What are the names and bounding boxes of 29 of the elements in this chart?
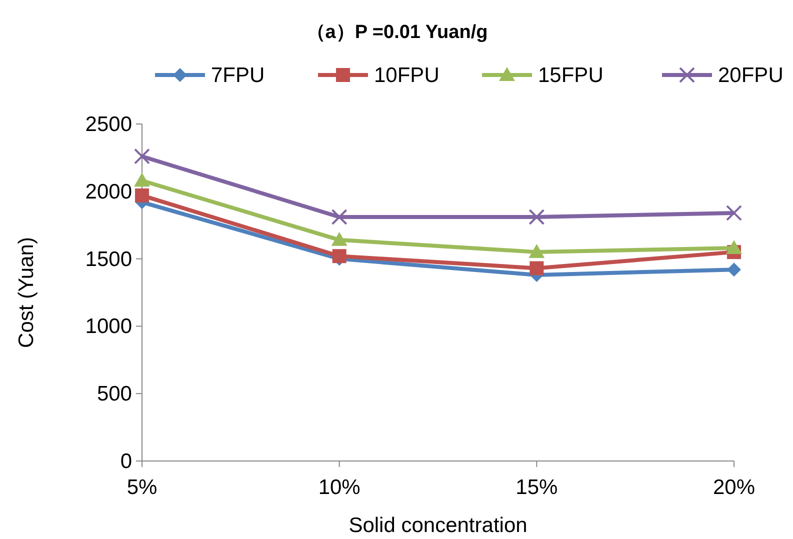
point	[332, 249, 346, 264]
x-tick-label: 10%	[318, 476, 360, 499]
point	[134, 172, 150, 187]
y-tick-label: 500	[96, 382, 132, 406]
point	[528, 244, 545, 258]
point	[135, 188, 149, 202]
point	[726, 240, 742, 254]
y-tick-label: 1500	[85, 248, 132, 271]
legend-label: 20FPU	[718, 64, 784, 87]
point	[726, 204, 742, 221]
point	[331, 209, 348, 226]
y-tick-label: 2000	[85, 180, 132, 204]
point	[331, 232, 348, 246]
y-tick-label: 1000	[85, 315, 132, 338]
y-tick-label: 0	[120, 450, 132, 473]
point	[530, 261, 544, 276]
point	[727, 262, 741, 277]
x-tick-label: 5%	[126, 476, 158, 499]
legend-label: 7FPU	[211, 64, 265, 87]
x-tick-label: 15%	[516, 476, 558, 499]
legend-label: 10FPU	[374, 64, 440, 87]
y-tick-label: 2500	[85, 113, 132, 136]
x-axis-title: Solid concentration	[348, 514, 528, 537]
legend-label: 15FPU	[538, 64, 604, 87]
x-tick-label: 20%	[712, 476, 756, 499]
y-axis-title: Cost (Yuan)	[15, 237, 38, 348]
point	[134, 148, 150, 164]
chart-title: （a）P =0.01 Yuan/g	[306, 22, 488, 43]
point	[528, 209, 545, 226]
